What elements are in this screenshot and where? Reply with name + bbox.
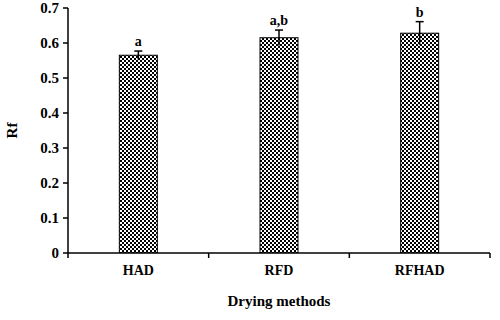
x-tick [208,253,210,258]
error-bar-stem [138,51,140,59]
error-bar-cap [416,21,424,23]
bar [119,55,157,253]
plot-area [119,22,438,253]
y-tick-label: 0.1 [40,210,59,226]
y-tick [63,7,68,9]
y-tick [63,42,68,44]
error-bar-cap [134,50,142,52]
x-tick-label: RFD [265,263,294,278]
chart-container: 0 0.1 0.2 0.3 0.4 0.5 0.6 0.7 HAD RFD RFHAD a a,b b Dr… [0,0,500,320]
y-tick [63,147,68,149]
y-tick [63,217,68,219]
error-bar-cap [275,29,283,31]
x-tick-label: RFHAD [395,263,445,278]
y-tick-label: 0.4 [40,105,59,121]
y-tick-label: 0.2 [40,175,59,191]
y-axis-label: Rf [4,122,20,139]
x-tick [349,253,351,258]
x-tick [67,253,69,258]
y-tick-label: 0.5 [40,70,59,86]
y-tick-label: 0.3 [40,140,59,156]
annotation: a [135,34,142,49]
error-bar-stem [278,30,280,45]
x-tick-label: HAD [123,263,154,278]
y-tick-label: 0.6 [40,35,59,51]
y-tick-label: 0.7 [40,0,59,16]
y-tick [63,112,68,114]
bar [401,33,439,253]
annotation: b [416,5,424,20]
y-tick-label: 0 [52,245,60,261]
error-bar [275,30,283,45]
x-tick [489,253,491,258]
y-tick [63,77,68,79]
x-axis-line [68,252,490,254]
bar [260,38,298,253]
chart-svg: 0 0.1 0.2 0.3 0.4 0.5 0.6 0.7 HAD RFD RFHAD a a,b b Dr… [0,0,500,320]
x-axis-label: Drying methods [228,293,331,309]
y-axis-line [67,8,69,253]
annotation: a,b [270,13,289,28]
error-bar [134,51,142,59]
error-bar-stem [419,22,421,45]
y-tick [63,182,68,184]
error-bar [416,22,424,45]
